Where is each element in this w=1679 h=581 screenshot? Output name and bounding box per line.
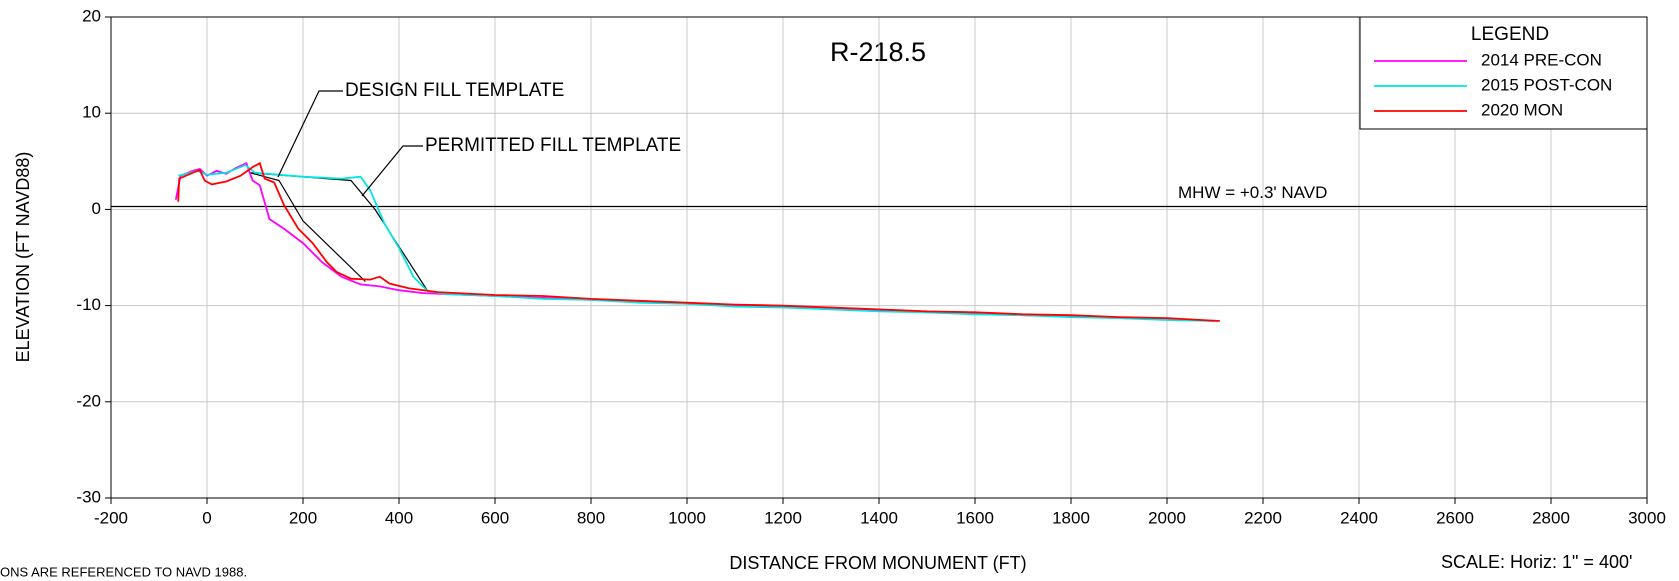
- x-tick-label: 2200: [1244, 508, 1282, 527]
- chart-title: R-218.5: [830, 37, 926, 67]
- x-tick-label: 2000: [1148, 508, 1186, 527]
- x-tick-label: 3000: [1628, 508, 1666, 527]
- series-line: [174, 161, 1216, 322]
- x-tick-label: 400: [385, 508, 413, 527]
- y-tick-label: 0: [92, 199, 101, 218]
- x-tick-label: 200: [289, 508, 317, 527]
- y-axis-label: ELEVATION (FT NAVD88): [13, 152, 33, 363]
- legend-title: LEGEND: [1471, 24, 1549, 45]
- legend-label: 2014 PRE-CON: [1481, 50, 1602, 69]
- leader-line: [361, 145, 423, 197]
- x-tick-label: 600: [481, 508, 509, 527]
- annotation: PERMITTED FILL TEMPLATE: [425, 135, 681, 156]
- x-tick-label: -200: [94, 508, 128, 527]
- series-line: [177, 164, 1216, 322]
- x-tick-label: 2600: [1436, 508, 1474, 527]
- x-tick-label: 0: [202, 508, 211, 527]
- x-axis-label: DISTANCE FROM MONUMENT (FT): [729, 553, 1026, 573]
- x-tick-label: 1800: [1052, 508, 1090, 527]
- y-tick-label: -20: [76, 391, 101, 410]
- x-tick-label: 1400: [860, 508, 898, 527]
- y-tick-label: -30: [76, 487, 101, 506]
- legend-label: 2015 POST-CON: [1481, 75, 1612, 94]
- plot-frame: [110, 16, 1648, 499]
- x-tick-label: 2400: [1340, 508, 1378, 527]
- scale-note: SCALE: Horiz: 1" = 400': [1441, 552, 1632, 572]
- y-tick-label: 20: [82, 6, 101, 25]
- x-tick-label: 1200: [764, 508, 802, 527]
- footnote: ONS ARE REFERENCED TO NAVD 1988.: [0, 564, 247, 579]
- mhw-label: MHW = +0.3' NAVD: [1178, 183, 1327, 202]
- series-line: [177, 161, 1220, 322]
- leader-line: [277, 90, 343, 178]
- legend-label: 2020 MON: [1481, 100, 1563, 119]
- y-tick-label: -10: [76, 295, 101, 314]
- x-tick-label: 1600: [956, 508, 994, 527]
- template-line: [250, 172, 366, 282]
- x-tick-label: 2800: [1532, 508, 1570, 527]
- x-tick-label: 800: [577, 508, 605, 527]
- annotation: DESIGN FILL TEMPLATE: [345, 80, 564, 101]
- x-tick-label: 1000: [668, 508, 706, 527]
- y-tick-label: 10: [82, 103, 101, 122]
